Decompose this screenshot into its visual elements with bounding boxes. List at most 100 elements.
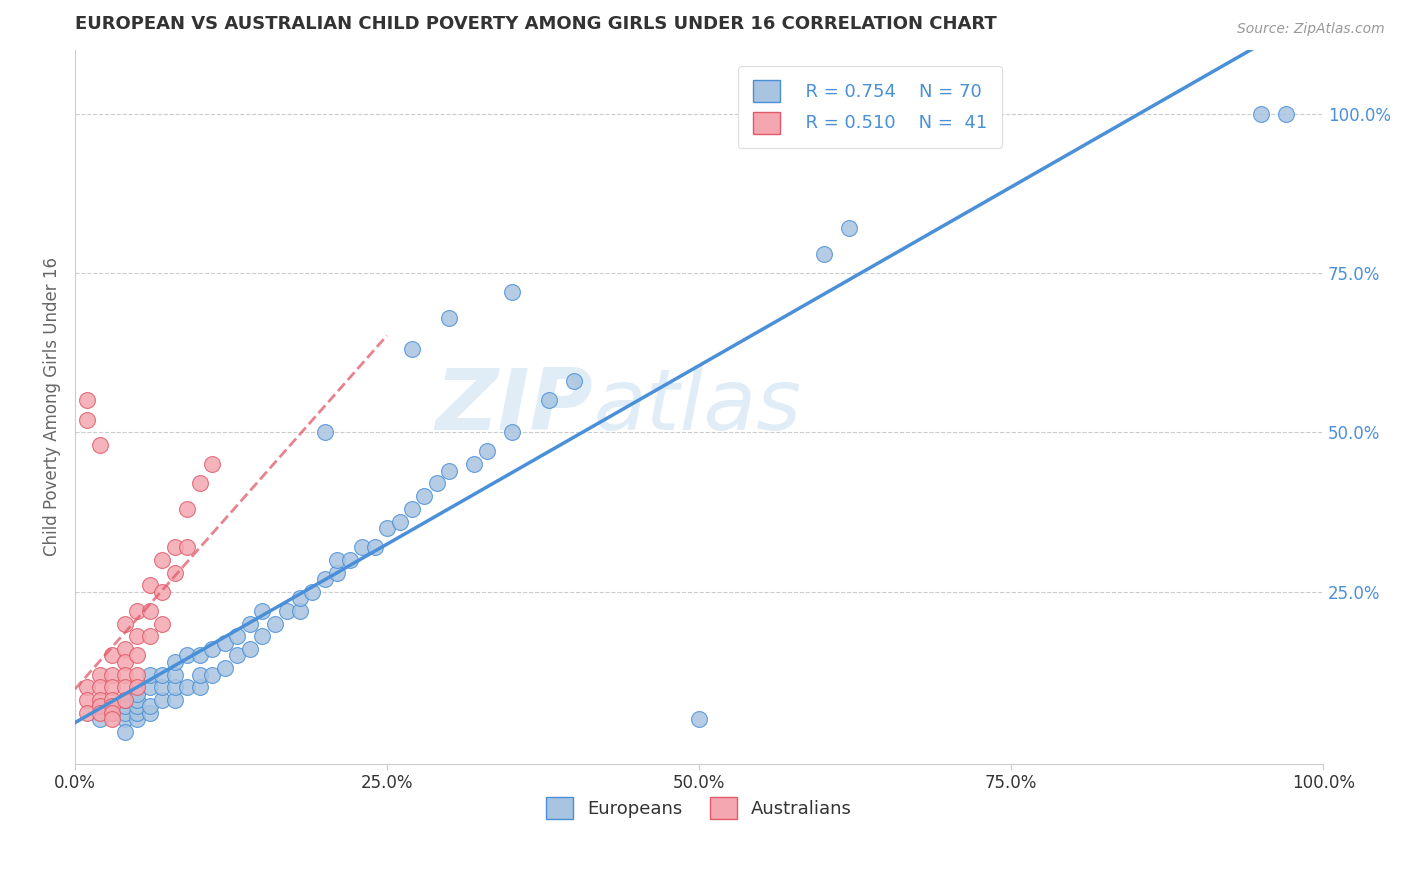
Point xyxy=(101,648,124,663)
Point xyxy=(76,681,98,695)
Text: Source: ZipAtlas.com: Source: ZipAtlas.com xyxy=(1237,22,1385,37)
Point xyxy=(101,681,124,695)
Point xyxy=(188,648,211,663)
Point xyxy=(838,221,860,235)
Point xyxy=(562,374,585,388)
Point xyxy=(89,693,111,707)
Point xyxy=(114,693,136,707)
Point xyxy=(114,655,136,669)
Point xyxy=(150,667,173,681)
Point xyxy=(150,553,173,567)
Point xyxy=(163,540,186,554)
Point xyxy=(276,604,298,618)
Point xyxy=(375,521,398,535)
Point xyxy=(188,681,211,695)
Point xyxy=(139,604,162,618)
Point xyxy=(76,412,98,426)
Point xyxy=(127,687,149,701)
Legend: Europeans, Australians: Europeans, Australians xyxy=(538,789,859,826)
Point xyxy=(139,681,162,695)
Point xyxy=(89,706,111,720)
Point xyxy=(89,699,111,714)
Point xyxy=(326,566,349,580)
Point xyxy=(101,706,124,720)
Point xyxy=(101,699,124,714)
Point xyxy=(76,706,98,720)
Point xyxy=(101,699,124,714)
Point xyxy=(101,693,124,707)
Point xyxy=(463,457,485,471)
Point xyxy=(127,604,149,618)
Point xyxy=(150,693,173,707)
Point xyxy=(127,629,149,643)
Point xyxy=(176,648,198,663)
Point xyxy=(150,681,173,695)
Point xyxy=(89,712,111,726)
Point xyxy=(176,681,198,695)
Point xyxy=(101,667,124,681)
Point xyxy=(89,681,111,695)
Point xyxy=(127,681,149,695)
Point xyxy=(114,681,136,695)
Point xyxy=(401,343,423,357)
Point xyxy=(288,591,311,605)
Point xyxy=(139,578,162,592)
Point xyxy=(226,629,249,643)
Point xyxy=(314,425,336,440)
Point xyxy=(214,661,236,675)
Text: atlas: atlas xyxy=(593,366,801,449)
Point xyxy=(263,616,285,631)
Point xyxy=(439,310,461,325)
Point xyxy=(139,667,162,681)
Point xyxy=(239,616,262,631)
Point xyxy=(101,706,124,720)
Point xyxy=(314,572,336,586)
Point xyxy=(150,616,173,631)
Point xyxy=(501,425,523,440)
Point xyxy=(301,584,323,599)
Point xyxy=(339,553,361,567)
Point xyxy=(201,457,224,471)
Point xyxy=(76,693,98,707)
Point xyxy=(363,540,385,554)
Point xyxy=(101,712,124,726)
Point xyxy=(1250,106,1272,120)
Point xyxy=(475,444,498,458)
Point xyxy=(114,693,136,707)
Point xyxy=(76,393,98,408)
Point xyxy=(813,247,835,261)
Point xyxy=(163,667,186,681)
Point xyxy=(163,681,186,695)
Y-axis label: Child Poverty Among Girls Under 16: Child Poverty Among Girls Under 16 xyxy=(44,257,60,557)
Point xyxy=(114,706,136,720)
Point xyxy=(239,642,262,657)
Point xyxy=(127,706,149,720)
Point xyxy=(127,712,149,726)
Point xyxy=(139,699,162,714)
Point xyxy=(139,706,162,720)
Point xyxy=(114,642,136,657)
Point xyxy=(201,642,224,657)
Point xyxy=(201,667,224,681)
Point xyxy=(114,616,136,631)
Point xyxy=(89,667,111,681)
Point xyxy=(226,648,249,663)
Point xyxy=(150,584,173,599)
Point xyxy=(188,667,211,681)
Point xyxy=(114,667,136,681)
Point xyxy=(439,464,461,478)
Point xyxy=(89,438,111,452)
Point xyxy=(188,476,211,491)
Point xyxy=(401,501,423,516)
Point xyxy=(688,712,710,726)
Point xyxy=(139,629,162,643)
Point xyxy=(127,648,149,663)
Point xyxy=(326,553,349,567)
Point xyxy=(176,540,198,554)
Point xyxy=(163,655,186,669)
Point xyxy=(127,699,149,714)
Point xyxy=(114,712,136,726)
Point xyxy=(501,285,523,299)
Point xyxy=(1274,106,1296,120)
Point xyxy=(426,476,449,491)
